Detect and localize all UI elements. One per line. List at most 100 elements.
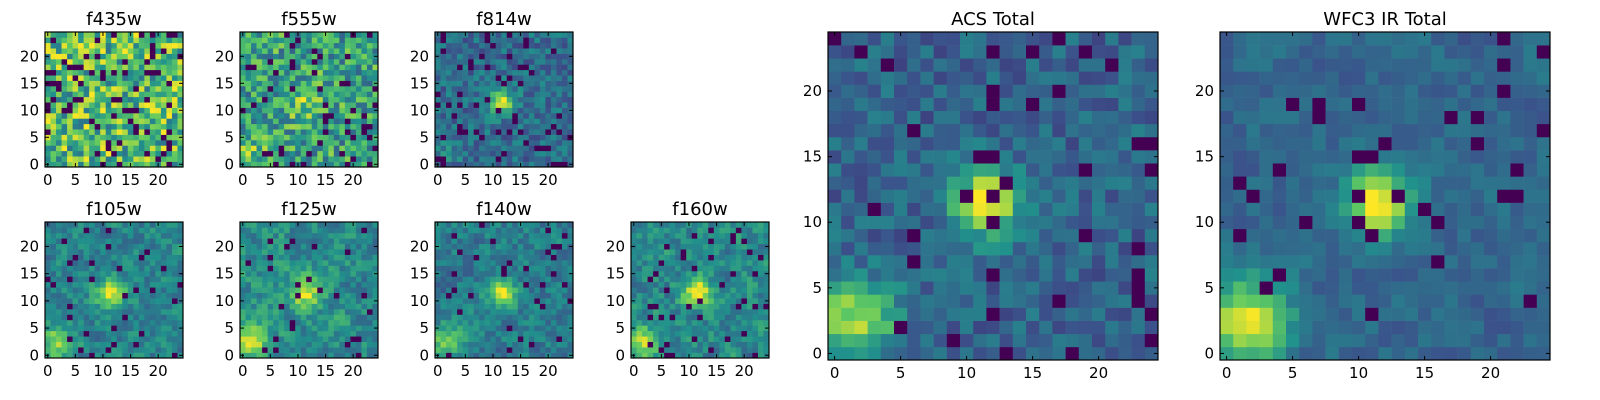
heatmap-cell xyxy=(561,314,568,321)
heatmap-cell xyxy=(160,161,167,168)
heatmap-cell xyxy=(545,238,552,245)
heatmap-cell xyxy=(752,232,759,239)
heatmap-cell xyxy=(757,260,764,266)
heatmap-cell xyxy=(631,276,637,283)
heatmap-cell xyxy=(94,123,101,130)
heatmap-cell xyxy=(100,303,107,310)
heatmap-cell xyxy=(528,238,535,245)
heatmap-cell xyxy=(278,32,285,38)
heatmap-cell xyxy=(355,102,362,108)
heatmap-cell xyxy=(462,276,469,283)
heatmap-cell xyxy=(366,80,373,87)
heatmap-cell xyxy=(278,96,285,103)
heatmap-cell xyxy=(171,287,178,294)
heatmap-cell xyxy=(372,336,379,342)
heatmap-cell xyxy=(506,227,513,234)
heatmap-cell xyxy=(1118,307,1132,321)
heatmap-cell xyxy=(111,309,118,315)
heatmap-cell xyxy=(506,32,513,38)
heatmap-cell xyxy=(322,69,329,76)
heatmap-cell xyxy=(907,346,921,361)
heatmap-cell xyxy=(67,118,73,125)
heatmap-cell xyxy=(528,270,535,277)
heatmap-cell xyxy=(155,227,162,234)
heatmap-cell xyxy=(56,303,62,310)
heatmap-cell xyxy=(262,341,268,348)
heatmap-cell xyxy=(251,150,257,157)
heatmap-cell xyxy=(567,140,574,146)
heatmap-cell xyxy=(457,227,463,234)
heatmap-cell xyxy=(1039,255,1053,269)
heatmap-cell xyxy=(752,254,759,261)
heatmap-cell xyxy=(539,80,546,87)
heatmap-cell xyxy=(440,227,447,234)
heatmap-cell xyxy=(245,134,252,141)
heatmap-cell xyxy=(501,123,508,130)
heatmap-cell xyxy=(457,325,463,332)
heatmap-cell xyxy=(528,75,535,81)
heatmap-cell xyxy=(61,298,68,304)
heatmap-cell xyxy=(631,238,637,245)
heatmap-cell xyxy=(328,232,335,239)
heatmap-cell xyxy=(757,325,764,332)
heatmap-cell xyxy=(166,37,173,44)
heatmap-cell xyxy=(160,265,167,272)
heatmap-cell xyxy=(94,270,101,277)
heatmap-cell xyxy=(708,352,715,359)
heatmap-cell xyxy=(149,96,156,103)
heatmap-cell xyxy=(702,243,709,250)
heatmap-cell xyxy=(177,254,184,261)
heatmap-cell xyxy=(1105,189,1119,203)
heatmap-cell xyxy=(523,330,530,337)
heatmap-cell xyxy=(144,64,151,71)
heatmap-cell xyxy=(127,270,134,277)
heatmap-cell xyxy=(440,64,447,71)
heatmap-cell xyxy=(61,260,68,266)
heatmap-cell xyxy=(155,156,162,162)
axes-frame xyxy=(434,31,574,168)
heatmap-cell xyxy=(517,292,524,299)
x-tick-label: 5 xyxy=(657,362,667,380)
heatmap-cell xyxy=(713,270,720,277)
heatmap-cell xyxy=(741,238,748,245)
heatmap-cell xyxy=(1092,176,1106,190)
heatmap-cell xyxy=(149,123,156,130)
heatmap-cell xyxy=(144,232,151,239)
heatmap-cell xyxy=(986,255,1000,269)
heatmap-cell xyxy=(653,254,659,261)
heatmap-cell xyxy=(468,134,474,141)
heatmap-cell xyxy=(561,238,568,245)
heatmap-cell xyxy=(350,102,357,108)
heatmap-cell xyxy=(72,107,79,114)
heatmap-cell xyxy=(735,270,742,277)
heatmap-cell xyxy=(78,123,84,130)
heatmap-cell xyxy=(730,292,737,299)
heatmap-cell xyxy=(512,123,519,130)
heatmap-cell xyxy=(479,96,485,103)
heatmap-cell xyxy=(1039,241,1053,256)
heatmap-cell xyxy=(757,319,764,326)
heatmap-cell xyxy=(366,341,373,348)
heatmap-cell xyxy=(457,161,463,168)
heatmap-cell xyxy=(350,42,357,49)
heatmap-cell xyxy=(122,309,129,315)
heatmap-cell xyxy=(490,265,497,272)
heatmap-cell xyxy=(245,276,252,283)
heatmap-cell xyxy=(986,228,1000,243)
heatmap-cell xyxy=(94,341,101,348)
heatmap-cell xyxy=(484,123,491,130)
heatmap-cell xyxy=(262,42,268,49)
heatmap-cell xyxy=(149,260,156,266)
heatmap-cell xyxy=(642,309,648,315)
heatmap-cell xyxy=(50,37,57,44)
heatmap-cell xyxy=(446,102,452,108)
heatmap-cell xyxy=(262,260,268,266)
heatmap-cell xyxy=(708,243,715,250)
heatmap-cell xyxy=(89,86,95,92)
heatmap-cell xyxy=(841,189,855,203)
heatmap-cell xyxy=(311,287,318,294)
heatmap-cell xyxy=(708,249,715,255)
heatmap-cell xyxy=(735,336,742,342)
heatmap-cell xyxy=(67,91,73,98)
heatmap-cell xyxy=(457,249,463,255)
